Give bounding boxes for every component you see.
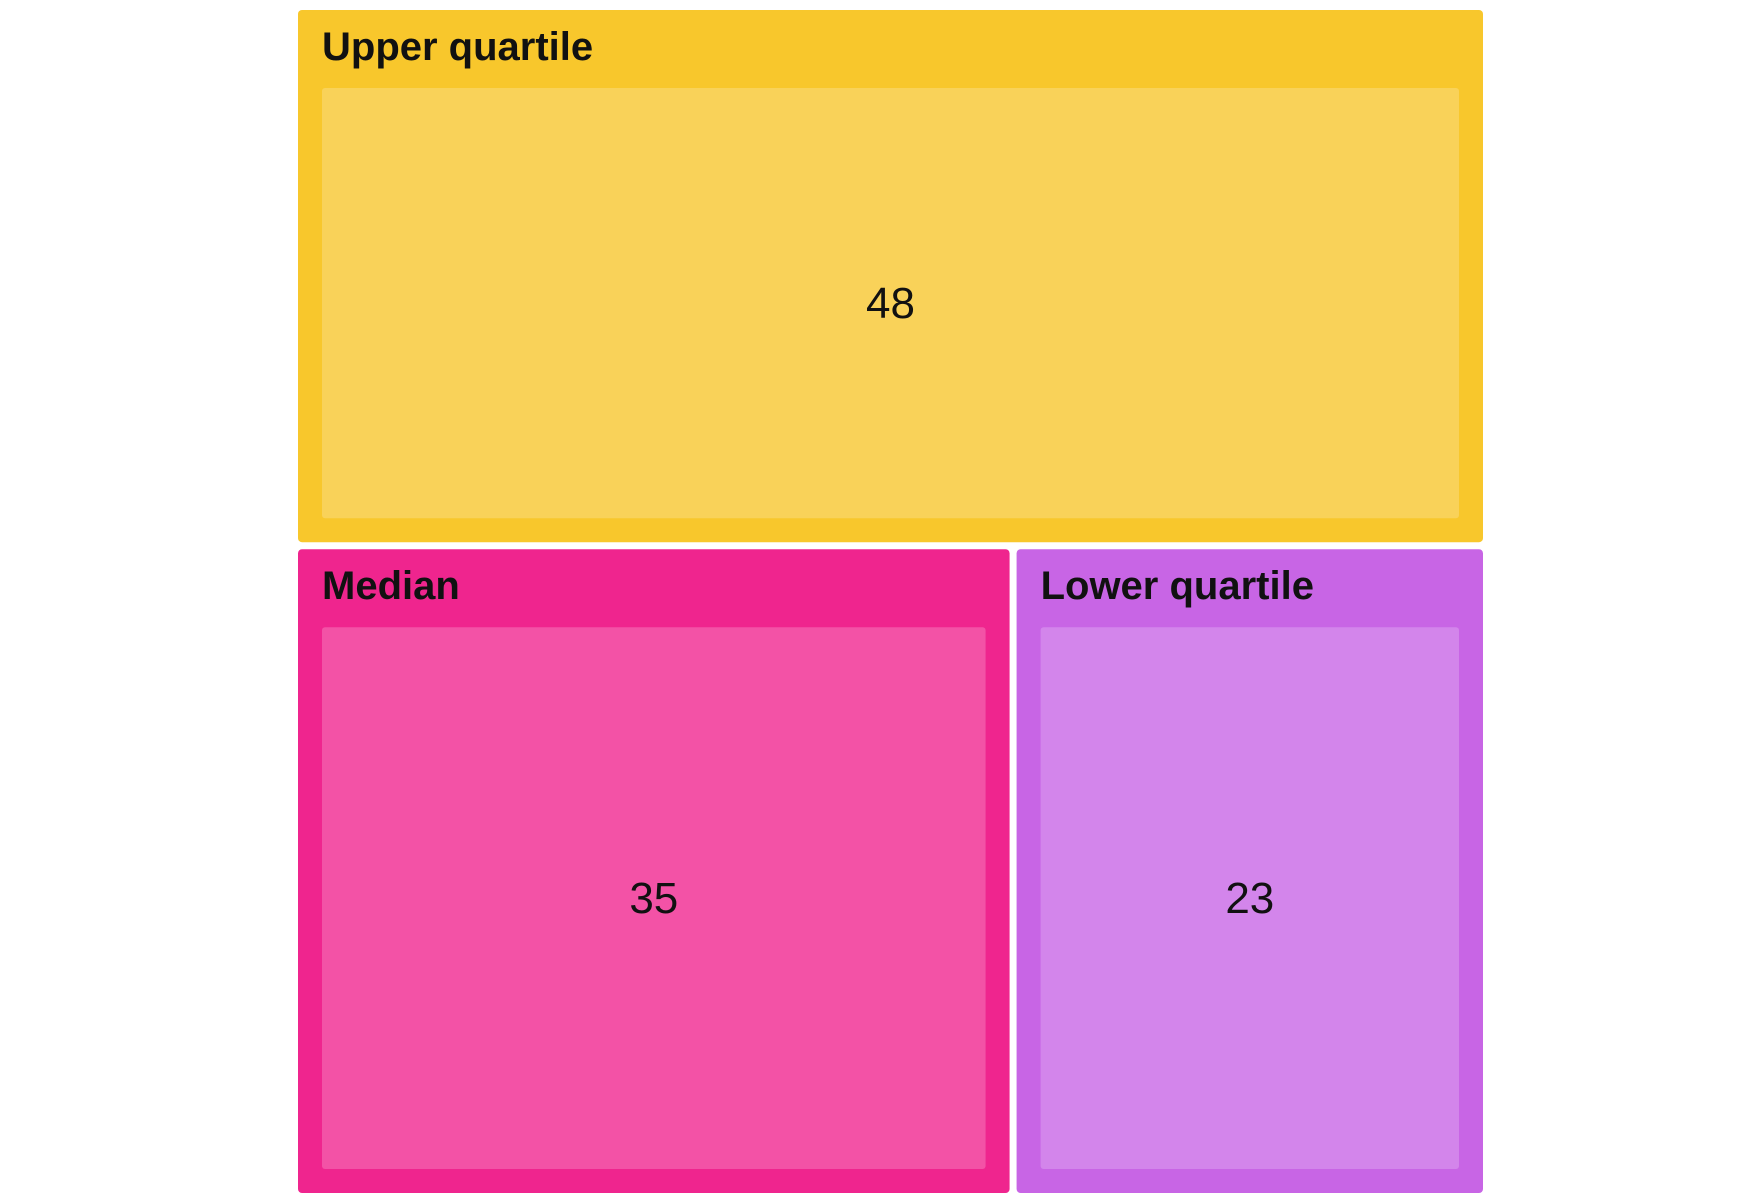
tile-label-median: Median <box>322 564 460 608</box>
tile-label-upper-quartile: Upper quartile <box>322 25 593 69</box>
tile-upper-quartile[interactable]: Upper quartile 48 <box>298 10 1483 543</box>
treemap-tiles: Upper quartile 48 Median 35 Lower quartile 23 <box>298 10 1483 1193</box>
tile-median[interactable]: Median 35 <box>298 549 1010 1193</box>
tile-value-lower-quartile: 23 <box>1225 874 1274 923</box>
tile-upper-quartile-inner <box>322 88 1459 519</box>
tile-lower-quartile[interactable]: Lower quartile 23 <box>1016 549 1483 1193</box>
tile-lower-quartile-inner <box>1040 627 1459 1169</box>
tile-median-inner <box>322 627 986 1169</box>
tile-value-upper-quartile: 48 <box>866 279 915 328</box>
tile-value-median: 35 <box>629 874 678 923</box>
tile-label-lower-quartile: Lower quartile <box>1041 564 1314 608</box>
